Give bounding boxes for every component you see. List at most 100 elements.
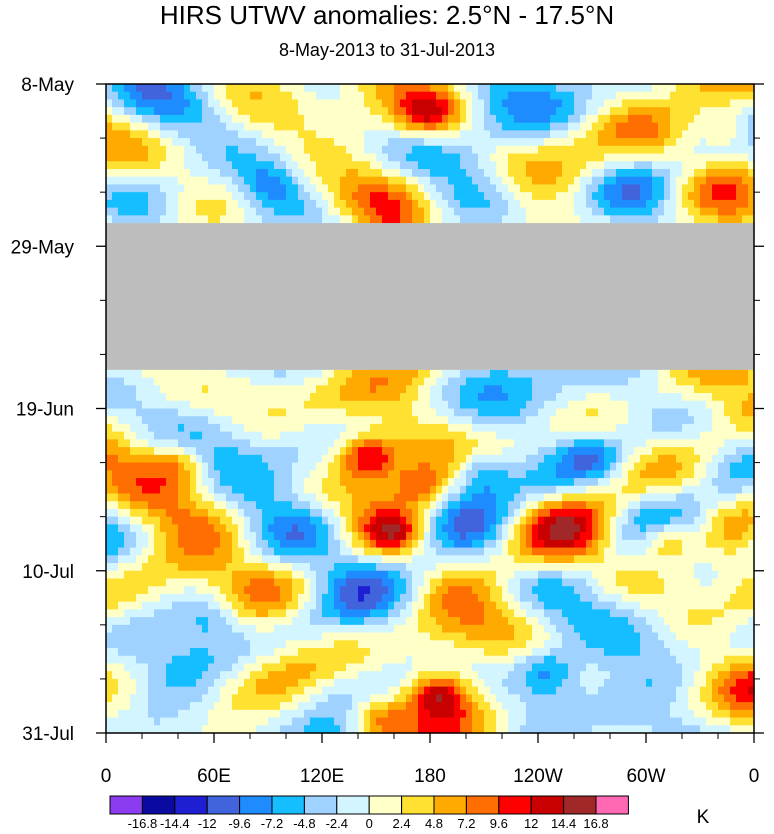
field-cell bbox=[166, 439, 173, 448]
field-cell bbox=[562, 130, 569, 139]
field-cell bbox=[286, 377, 293, 386]
field-cell bbox=[112, 91, 119, 101]
field-cell bbox=[370, 369, 377, 379]
field-cell bbox=[316, 377, 323, 386]
field-cell bbox=[184, 107, 191, 116]
field-cell bbox=[154, 199, 161, 209]
field-cell bbox=[724, 176, 731, 186]
field-cell bbox=[706, 431, 713, 441]
field-cell bbox=[472, 138, 479, 147]
field-cell bbox=[634, 130, 641, 139]
field-cell bbox=[226, 145, 233, 155]
field-cell bbox=[250, 207, 257, 216]
field-cell bbox=[664, 138, 671, 147]
field-cell bbox=[298, 385, 305, 394]
field-cell bbox=[280, 153, 287, 162]
field-cell bbox=[298, 207, 305, 216]
field-cell bbox=[166, 215, 173, 224]
field-cell bbox=[280, 122, 287, 131]
field-cell bbox=[646, 393, 653, 402]
field-cell bbox=[310, 145, 317, 155]
field-cell bbox=[334, 408, 341, 417]
field-cell bbox=[166, 84, 173, 93]
field-cell bbox=[508, 408, 515, 417]
field-cell bbox=[340, 114, 347, 124]
field-cell bbox=[196, 431, 203, 441]
field-cell bbox=[178, 161, 185, 170]
field-cell bbox=[478, 215, 485, 224]
field-cell bbox=[202, 122, 209, 131]
field-cell bbox=[136, 377, 143, 386]
field-cell bbox=[472, 393, 479, 402]
field-cell bbox=[556, 91, 563, 101]
field-cell bbox=[382, 153, 389, 162]
field-cell bbox=[250, 423, 257, 433]
field-cell bbox=[442, 207, 449, 216]
field-cell bbox=[232, 168, 239, 178]
field-cell bbox=[208, 114, 215, 124]
field-cell bbox=[148, 385, 155, 394]
field-cell bbox=[148, 207, 155, 216]
field-cell bbox=[376, 192, 383, 201]
field-cell bbox=[706, 161, 713, 170]
field-cell bbox=[532, 199, 539, 209]
field-cell bbox=[142, 377, 149, 386]
field-cell bbox=[748, 138, 755, 147]
field-cell bbox=[256, 215, 263, 224]
field-cell bbox=[370, 431, 377, 441]
field-cell bbox=[412, 168, 419, 178]
field-cell bbox=[724, 207, 731, 216]
field-cell bbox=[358, 107, 365, 116]
field-cell bbox=[382, 377, 389, 386]
field-cell bbox=[658, 199, 665, 209]
field-cell bbox=[190, 423, 197, 433]
field-cell bbox=[286, 192, 293, 201]
field-cell bbox=[628, 215, 635, 224]
field-cell bbox=[706, 99, 713, 108]
field-cell bbox=[304, 408, 311, 417]
field-cell bbox=[646, 130, 653, 139]
field-cell bbox=[556, 184, 563, 193]
field-cell bbox=[136, 114, 143, 124]
field-cell bbox=[508, 91, 515, 101]
field-cell bbox=[208, 207, 215, 216]
field-cell bbox=[532, 385, 539, 394]
field-cell bbox=[262, 400, 269, 410]
field-cell bbox=[334, 207, 341, 216]
field-cell bbox=[592, 84, 599, 93]
field-cell bbox=[232, 138, 239, 147]
field-cell bbox=[628, 145, 635, 155]
field-cell bbox=[718, 423, 725, 433]
field-cell bbox=[742, 393, 749, 402]
field-cell bbox=[544, 130, 551, 139]
field-cell bbox=[724, 192, 731, 201]
field-cell bbox=[694, 99, 701, 108]
field-cell bbox=[106, 107, 113, 116]
field-cell bbox=[118, 130, 125, 139]
field-cell bbox=[190, 431, 197, 441]
field-cell bbox=[322, 192, 329, 201]
field-cell bbox=[640, 408, 647, 417]
field-cell bbox=[424, 153, 431, 162]
field-cell bbox=[682, 199, 689, 209]
field-cell bbox=[502, 431, 509, 441]
field-cell bbox=[124, 107, 131, 116]
field-cell bbox=[286, 138, 293, 147]
field-cell bbox=[748, 385, 755, 394]
field-cell bbox=[718, 431, 725, 441]
field-cell bbox=[532, 130, 539, 139]
field-cell bbox=[670, 153, 677, 162]
field-cell bbox=[136, 439, 143, 448]
field-cell bbox=[400, 122, 407, 131]
field-cell bbox=[358, 369, 365, 379]
field-cell bbox=[142, 192, 149, 201]
field-cell bbox=[220, 138, 227, 147]
field-cell bbox=[316, 184, 323, 193]
field-cell bbox=[748, 215, 755, 224]
field-cell bbox=[514, 192, 521, 201]
field-cell bbox=[394, 107, 401, 116]
field-cell bbox=[154, 168, 161, 178]
field-cell bbox=[460, 145, 467, 155]
field-cell bbox=[280, 408, 287, 417]
field-cell bbox=[448, 431, 455, 441]
